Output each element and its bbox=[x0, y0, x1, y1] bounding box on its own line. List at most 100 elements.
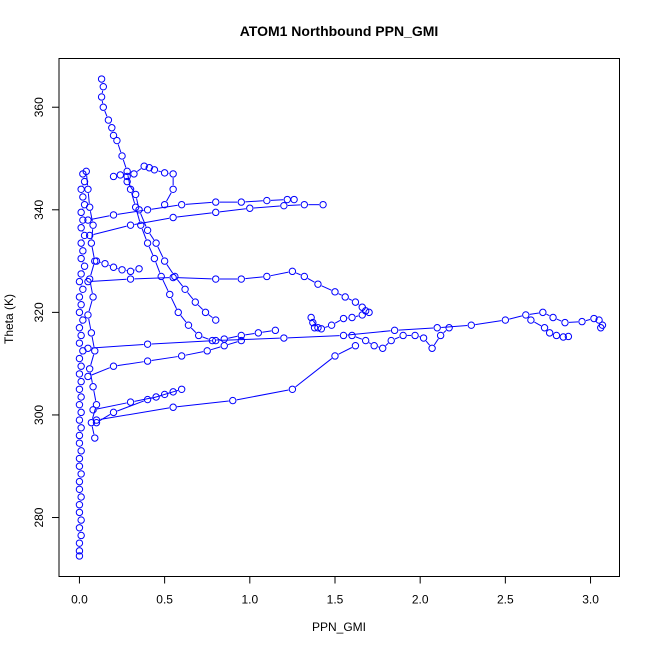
series-segment bbox=[245, 276, 263, 280]
series-segment bbox=[355, 336, 363, 340]
series-segment bbox=[96, 402, 127, 410]
series-segment bbox=[433, 338, 439, 346]
series-segment bbox=[117, 400, 145, 412]
series-segment bbox=[141, 228, 147, 240]
data-point bbox=[84, 344, 92, 352]
data-point bbox=[84, 216, 92, 224]
series-segment bbox=[253, 205, 280, 209]
data-point bbox=[203, 347, 211, 355]
series-segment bbox=[262, 330, 272, 333]
data-point bbox=[143, 206, 152, 214]
data-point bbox=[75, 454, 84, 463]
series-segment bbox=[236, 389, 289, 401]
data-point bbox=[91, 434, 99, 442]
data-point bbox=[77, 300, 85, 309]
data-point bbox=[113, 136, 121, 145]
series-segment bbox=[177, 212, 212, 218]
series-segment bbox=[117, 144, 122, 153]
data-point bbox=[89, 221, 97, 229]
series-segment bbox=[91, 246, 95, 258]
data-point bbox=[75, 431, 84, 440]
data-point bbox=[595, 316, 603, 324]
series-segment bbox=[338, 293, 342, 296]
series-segment bbox=[475, 320, 502, 326]
data-point bbox=[246, 204, 254, 212]
series-segment bbox=[155, 262, 161, 273]
data-point bbox=[160, 257, 169, 265]
data-point bbox=[152, 393, 160, 401]
series-segment bbox=[122, 159, 127, 168]
data-point bbox=[290, 195, 298, 204]
series-segment bbox=[529, 312, 539, 315]
data-point bbox=[75, 462, 84, 470]
y-tick-label: 280 bbox=[32, 507, 46, 527]
data-point bbox=[126, 275, 135, 283]
series-segment bbox=[443, 330, 447, 334]
data-point bbox=[143, 395, 152, 404]
series-segment bbox=[134, 277, 170, 280]
data-point bbox=[77, 270, 85, 278]
data-point bbox=[578, 317, 586, 326]
data-point bbox=[92, 416, 101, 424]
y-tick-label: 320 bbox=[32, 302, 46, 322]
series-segment bbox=[368, 342, 372, 345]
data-point bbox=[399, 331, 407, 340]
series-segment bbox=[270, 271, 289, 277]
data-point bbox=[87, 329, 96, 337]
series-segment bbox=[295, 358, 333, 388]
series-segment bbox=[90, 354, 95, 366]
data-point bbox=[143, 239, 152, 247]
data-point bbox=[254, 329, 263, 337]
data-point bbox=[597, 324, 605, 332]
series-segment bbox=[157, 246, 164, 258]
series-segment bbox=[202, 336, 209, 340]
data-point bbox=[177, 385, 186, 394]
series-segment bbox=[228, 335, 238, 339]
data-point bbox=[84, 277, 92, 286]
series-segment bbox=[91, 343, 144, 349]
series-3 bbox=[97, 75, 280, 345]
x-axis: 0.0 0.5 1.0 1.5 2.0 2.5 3.0 bbox=[71, 576, 599, 607]
data-point bbox=[75, 547, 84, 555]
series-segment bbox=[100, 407, 170, 420]
series-segment bbox=[324, 326, 328, 328]
data-point bbox=[169, 185, 177, 193]
data-point bbox=[419, 334, 428, 342]
data-point bbox=[80, 262, 89, 270]
series-segment bbox=[307, 278, 315, 283]
series-segment bbox=[162, 279, 169, 292]
data-point bbox=[85, 231, 94, 240]
data-point bbox=[160, 200, 169, 209]
data-point bbox=[75, 524, 84, 532]
series-segment bbox=[90, 264, 95, 276]
series-segment bbox=[88, 318, 92, 330]
plot-frame bbox=[58, 58, 620, 577]
y-axis-label: Theta (K) bbox=[2, 294, 16, 344]
data-point bbox=[75, 339, 84, 347]
series-segment bbox=[89, 282, 93, 294]
series-segment bbox=[287, 204, 301, 206]
series-segment bbox=[425, 340, 430, 346]
data-point bbox=[97, 75, 106, 83]
data-point bbox=[201, 308, 210, 317]
series-7 bbox=[84, 267, 373, 333]
data-point bbox=[75, 370, 84, 378]
data-point bbox=[310, 324, 319, 332]
series-segment bbox=[128, 184, 134, 192]
data-point bbox=[77, 447, 85, 455]
data-point bbox=[143, 226, 152, 235]
data-point bbox=[307, 313, 315, 322]
data-point bbox=[184, 321, 193, 329]
data-point bbox=[283, 195, 291, 204]
data-point bbox=[75, 477, 84, 486]
data-point bbox=[87, 239, 96, 247]
data-point bbox=[143, 357, 152, 365]
series-segment bbox=[91, 215, 110, 220]
data-point bbox=[77, 424, 85, 432]
series-segment bbox=[210, 346, 221, 351]
data-point bbox=[84, 311, 92, 319]
series-segment bbox=[185, 201, 212, 205]
y-tick-label: 300 bbox=[32, 405, 46, 425]
data-point bbox=[77, 362, 85, 370]
